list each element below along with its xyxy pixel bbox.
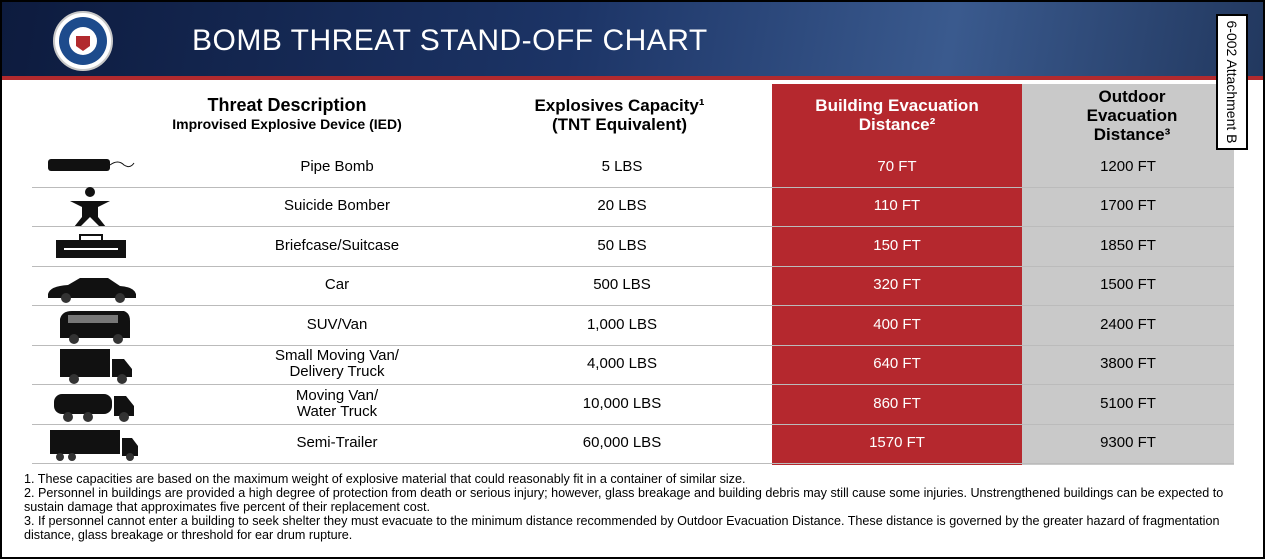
- row-icon: [40, 226, 150, 266]
- description-cell: Small Moving Van/ Delivery Truck: [202, 345, 472, 384]
- outdoor-header: Outdoor Evacuation Distance³: [1062, 84, 1202, 146]
- building-header: Building Evacuation Distance²: [802, 84, 992, 146]
- row-icon: [40, 384, 150, 424]
- footnote: 1. These capacities are based on the max…: [24, 472, 1234, 486]
- tag-text: 6-002 Attachment B: [1224, 21, 1240, 144]
- row-icon: [40, 345, 150, 385]
- threat-title: Threat Description: [207, 96, 366, 115]
- description-cell: Moving Van/ Water Truck: [202, 384, 472, 423]
- row-icon: [40, 187, 150, 227]
- outdoor-cell: 1500 FT: [1022, 266, 1234, 305]
- outdoor-cell: 1200 FT: [1022, 147, 1234, 186]
- threat-header: Threat Description Improvised Explosive …: [152, 84, 422, 146]
- footnotes: 1. These capacities are based on the max…: [24, 472, 1234, 542]
- row-separator: [32, 463, 1234, 464]
- banner: BOMB THREAT STAND-OFF CHART: [2, 2, 1263, 80]
- outdoor-cell: 5100 FT: [1022, 384, 1234, 423]
- capacity-cell: 1,000 LBS: [472, 305, 772, 344]
- description-cell: Pipe Bomb: [202, 147, 472, 186]
- description-cell: Briefcase/Suitcase: [202, 226, 472, 265]
- capacity-cell: 50 LBS: [472, 226, 772, 265]
- capacity-cell: 5 LBS: [472, 147, 772, 186]
- capacity-header: Explosives Capacity¹ (TNT Equivalent): [527, 84, 712, 146]
- building-cell: 860 FT: [772, 384, 1022, 423]
- capacity-cell: 4,000 LBS: [472, 345, 772, 384]
- outdoor-cell: 1700 FT: [1022, 187, 1234, 226]
- description-cell: Semi-Trailer: [202, 424, 472, 463]
- outdoor-cell: 3800 FT: [1022, 345, 1234, 384]
- outdoor-cell: 9300 FT: [1022, 424, 1234, 463]
- description-cell: SUV/Van: [202, 305, 472, 344]
- building-cell: 70 FT: [772, 147, 1022, 186]
- capacity-cell: 500 LBS: [472, 266, 772, 305]
- row-icon: [40, 147, 150, 187]
- building-cell: 320 FT: [772, 266, 1022, 305]
- row-icon: [40, 305, 150, 345]
- building-cell: 1570 FT: [772, 424, 1022, 463]
- outdoor-cell: 1850 FT: [1022, 226, 1234, 265]
- building-cell: 640 FT: [772, 345, 1022, 384]
- footnote: 3. If personnel cannot enter a building …: [24, 514, 1234, 542]
- seal: [52, 10, 114, 72]
- attachment-tag: 6-002 Attachment B: [1216, 14, 1248, 150]
- capacity-cell: 60,000 LBS: [472, 424, 772, 463]
- footnote: 2. Personnel in buildings are provided a…: [24, 486, 1234, 514]
- outdoor-cell: 2400 FT: [1022, 305, 1234, 344]
- description-cell: Suicide Bomber: [202, 187, 472, 226]
- threat-subtitle: Improvised Explosive Device (IED): [172, 115, 402, 134]
- building-cell: 110 FT: [772, 187, 1022, 226]
- title: BOMB THREAT STAND-OFF CHART: [192, 24, 708, 58]
- building-cell: 150 FT: [772, 226, 1022, 265]
- capacity-cell: 10,000 LBS: [472, 384, 772, 423]
- building-cell: 400 FT: [772, 305, 1022, 344]
- page: BOMB THREAT STAND-OFF CHART 6-002 Attach…: [0, 0, 1265, 559]
- description-cell: Car: [202, 266, 472, 305]
- capacity-cell: 20 LBS: [472, 187, 772, 226]
- row-icon: [40, 266, 150, 306]
- row-icon: [40, 424, 150, 464]
